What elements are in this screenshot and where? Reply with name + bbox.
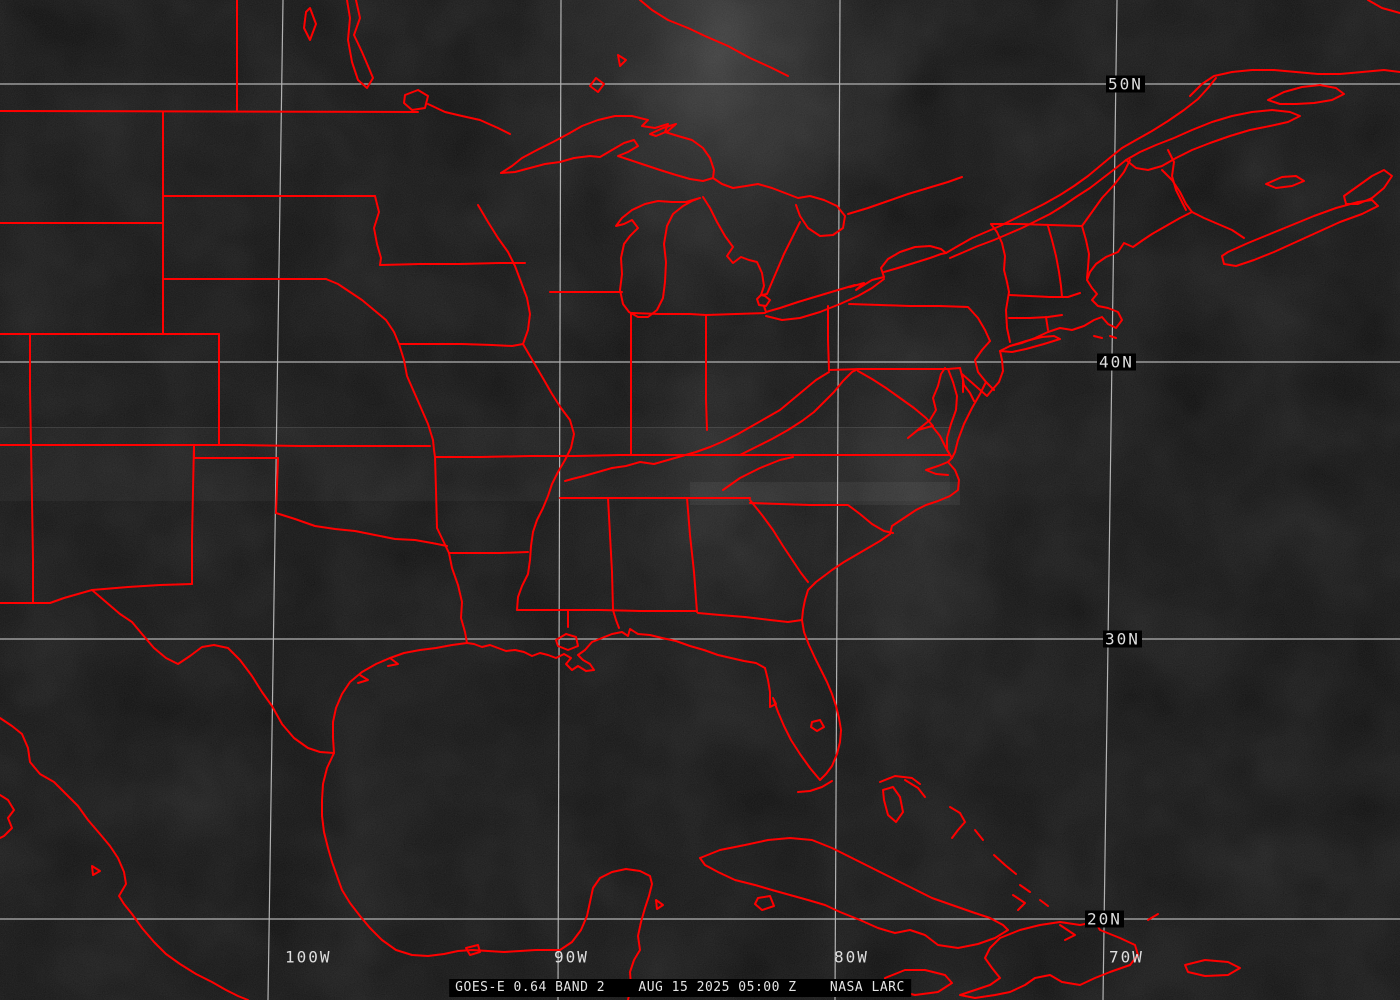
lon-line-90w — [557, 0, 562, 1000]
appalachian-border-paths — [434, 368, 951, 583]
midwest-border-paths — [0, 111, 766, 458]
mexico-paths — [0, 589, 664, 1000]
atlantic-coast-paths — [764, 457, 960, 793]
ohio-river-path — [564, 371, 830, 482]
st-lawrence-canada-east-paths — [847, 69, 1400, 281]
lon-label-100w: 100W — [285, 947, 332, 967]
canada-border-paths — [0, 0, 1400, 135]
caribbean-paths — [699, 775, 1241, 999]
great-lakes-paths — [500, 115, 947, 321]
lat-label-20n: 20N — [1085, 909, 1124, 929]
lat-label-30n: 30N — [1103, 629, 1142, 649]
lon-label-80w: 80W — [834, 947, 869, 967]
lon-line-70w — [1102, 0, 1118, 1000]
gulf-coast-paths — [332, 628, 766, 754]
image-caption: GOES-E 0.64 BAND 2 AUG 15 2025 05:00 Z N… — [449, 979, 911, 997]
lon-label-70w: 70W — [1109, 947, 1144, 967]
lon-label-90w: 90W — [554, 947, 589, 967]
lat-label-40n: 40N — [1097, 352, 1136, 372]
south-central-border-paths — [0, 333, 803, 644]
mississippi-river-path — [477, 204, 575, 611]
lat-label-50n: 50N — [1106, 74, 1145, 94]
lon-line-80w — [834, 0, 841, 1000]
northeast-border-paths — [827, 223, 1090, 393]
northeast-coast-paths — [857, 279, 1123, 459]
